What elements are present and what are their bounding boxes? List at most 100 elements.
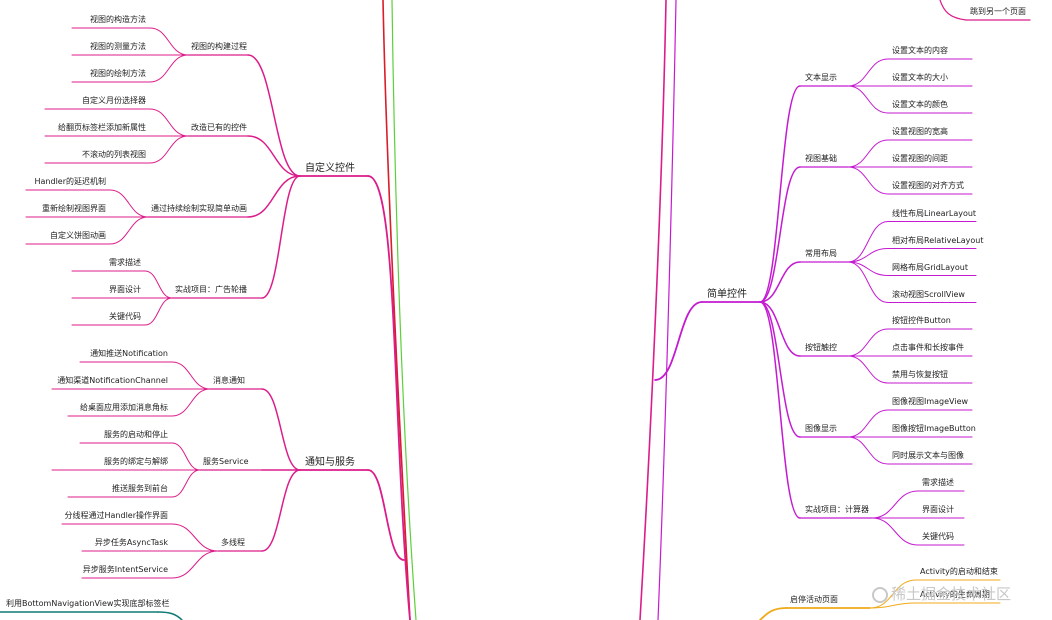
trunk-magenta	[639, 0, 667, 620]
group-branch	[759, 301, 801, 519]
group-node: 图像显示	[805, 424, 837, 433]
group-branch	[261, 469, 301, 552]
group-node: 实战项目：广告轮播	[175, 285, 247, 294]
leaf-node: 界面设计	[109, 285, 141, 294]
leaf-branch	[847, 328, 889, 357]
watermark-logo-icon	[872, 586, 888, 603]
leaf-node: 通知渠道NotificationChannel	[57, 376, 168, 385]
leaf-node: 禁用与恢复按钮	[892, 370, 948, 379]
leaf-branch	[847, 139, 889, 168]
group-node: 常用布局	[805, 249, 837, 258]
group-branch	[759, 301, 801, 357]
watermark-text: 稀土掘金技术社区	[891, 585, 1012, 603]
leaf-node: 线性布局LinearLayout	[892, 208, 977, 218]
leaf-node: 异步任务AsyncTask	[94, 538, 168, 547]
group-branch	[247, 175, 301, 218]
leaf-node: 给翻页标签栏添加新属性	[58, 123, 146, 132]
group-node: 多线程	[221, 538, 245, 547]
leaf-branch	[869, 602, 917, 609]
leaf-node: 服务的启动和停止	[104, 430, 168, 439]
leaf-node: 界面设计	[922, 505, 954, 514]
leaf-branch	[847, 166, 889, 195]
leaf-branch	[847, 261, 889, 276]
leaf-node-bottom-nav: 利用BottomNavigationView实现底部标签栏	[6, 599, 170, 608]
leaf-branch	[847, 221, 889, 263]
leaf-branch	[171, 523, 219, 552]
main-branch-notify	[367, 469, 405, 561]
group-node: 消息通知	[213, 376, 245, 385]
leaf-branch	[144, 270, 173, 299]
leaf-node: 视图的绘制方法	[90, 69, 146, 78]
leaf-node: 需求描述	[922, 478, 954, 487]
leaf-node: 通知推送Notification	[90, 349, 168, 358]
orange-branch	[759, 607, 787, 620]
main-node-notify-service: 通知与服务	[305, 457, 355, 468]
group-branch	[247, 135, 301, 177]
leaf-node: 关键代码	[109, 312, 141, 321]
leaf-node: 设置视图的对齐方式	[892, 181, 964, 190]
group-node: 文本显示	[805, 73, 837, 82]
group-node: 视图的构建过程	[191, 42, 247, 51]
leaf-branch	[149, 27, 189, 56]
leaf-branch	[847, 261, 889, 303]
leaf-branch	[171, 469, 201, 498]
watermark: 稀土掘金技术社区	[872, 583, 1011, 604]
leaf-branch	[171, 361, 211, 390]
leaf-branch	[149, 108, 189, 137]
leaf-branch	[171, 442, 201, 471]
leaf-branch	[869, 579, 917, 609]
trunk-green	[391, 0, 417, 620]
leaf-node: 滚动视图ScrollView	[892, 289, 965, 299]
leaf-node: 关键代码	[922, 532, 954, 541]
leaf-node: 同时展示文本与图像	[892, 451, 964, 460]
leaf-branch	[171, 550, 219, 579]
leaf-node: 视图的构造方法	[90, 15, 146, 24]
main-branch-simple	[654, 301, 703, 381]
leaf-node: 设置文本的大小	[892, 73, 948, 82]
leaf-node: 图像按钮ImageButton	[892, 424, 976, 433]
group-branch	[261, 388, 301, 471]
main-branch-custom	[367, 175, 411, 620]
leaf-node-top-item: 跳到另一个页面	[970, 7, 1026, 16]
leaf-branch	[847, 355, 889, 384]
main-node-simple-controls: 简单控件	[707, 289, 747, 300]
teal-branch	[157, 611, 183, 620]
leaf-branch	[109, 189, 149, 218]
group-node: 服务Service	[203, 457, 249, 466]
group-branch	[759, 85, 801, 303]
leaf-branch	[144, 297, 173, 326]
group-node: 通过持续绘制实现简单动画	[151, 204, 247, 213]
leaf-node: 异步服务IntentService	[82, 565, 168, 574]
top-item-branch	[939, 0, 967, 21]
leaf-node: 自定义月份选择器	[82, 96, 146, 105]
main-node-custom-controls: 自定义控件	[305, 163, 355, 174]
leaf-node: 设置视图的间距	[892, 154, 948, 163]
leaf-node: 按钮控件Button	[892, 316, 951, 325]
leaf-node: 图像视图ImageView	[892, 397, 969, 406]
leaf-branch	[847, 436, 889, 465]
leaf-branch	[871, 517, 919, 546]
leaf-node: 给桌面应用添加消息角标	[80, 403, 168, 412]
leaf-branch	[109, 216, 149, 245]
group-branch	[759, 301, 801, 438]
leaf-node: 服务的绑定与解绑	[104, 457, 168, 466]
group-branch	[759, 261, 801, 303]
leaf-node: 点击事件和长按事件	[892, 343, 964, 352]
trunk-red	[382, 0, 411, 620]
leaf-node: 自定义饼图动画	[50, 231, 106, 240]
leaf-node: Activity的启动和结束	[920, 567, 998, 576]
leaf-node: 设置视图的宽高	[892, 127, 948, 136]
leaf-branch	[847, 248, 889, 263]
leaf-node: Handler的延迟机制	[34, 177, 107, 186]
leaf-node: 需求描述	[109, 258, 141, 267]
leaf-node: 分线程通过Handler操作界面	[64, 511, 169, 520]
group-branch	[247, 54, 301, 177]
trunk-purple	[657, 0, 677, 620]
group-node: 按钮触控	[805, 343, 837, 352]
group-branch	[261, 175, 301, 299]
leaf-node: 网格布局GridLayout	[892, 262, 968, 272]
leaf-branch	[847, 58, 889, 87]
leaf-node: 设置文本的颜色	[892, 100, 948, 109]
group-node-activity: 启停活动页面	[790, 595, 838, 604]
